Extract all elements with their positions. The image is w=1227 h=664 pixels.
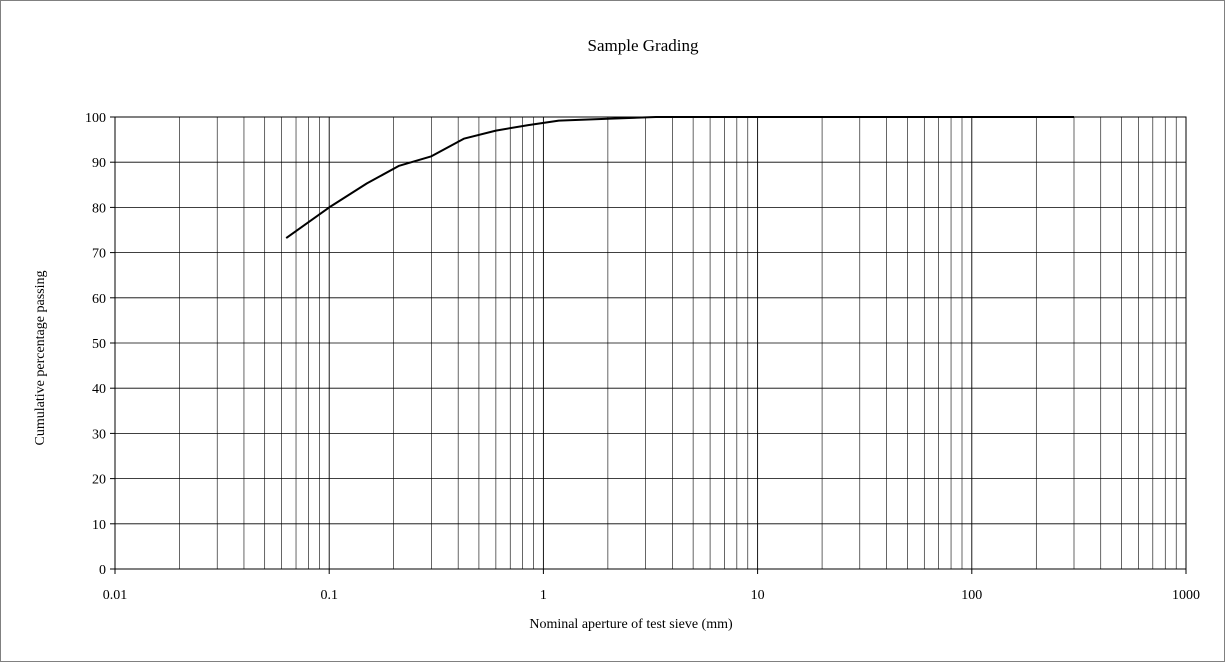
y-tick-label: 90: [92, 156, 106, 171]
series-layer: [285, 116, 1074, 239]
grid-layer: [110, 116, 1187, 574]
x-tick-label: 1: [540, 588, 547, 603]
y-axis-label: Cumulative percentage passing: [33, 271, 48, 446]
x-tick-labels: 0.01 0.1 1 10 100 1000: [103, 588, 1200, 603]
y-tick-label: 70: [92, 247, 106, 262]
y-tick-label: 50: [92, 337, 106, 352]
y-tick-label: 80: [92, 201, 106, 216]
y-tick-label: 0: [99, 563, 106, 578]
chart-title: Sample Grading: [588, 36, 699, 55]
x-tick-label: 0.01: [103, 588, 128, 603]
y-tick-labels: 0 10 20 30 40 50 60 70 80 90 100: [85, 111, 106, 578]
x-tick-label: 100: [961, 588, 982, 603]
x-tick-label: 1000: [1172, 588, 1200, 603]
y-tick-label: 30: [92, 427, 106, 442]
x-tick-label: 0.1: [320, 588, 338, 603]
y-tick-label: 60: [92, 292, 106, 307]
grading-curve-line: [285, 116, 1074, 239]
x-axis-label: Nominal aperture of test sieve (mm): [529, 617, 733, 632]
y-tick-label: 100: [85, 111, 106, 126]
y-tick-label: 10: [92, 518, 106, 533]
y-tick-label: 40: [92, 382, 106, 397]
x-tick-label: 10: [751, 588, 765, 603]
y-tick-label: 20: [92, 473, 106, 488]
